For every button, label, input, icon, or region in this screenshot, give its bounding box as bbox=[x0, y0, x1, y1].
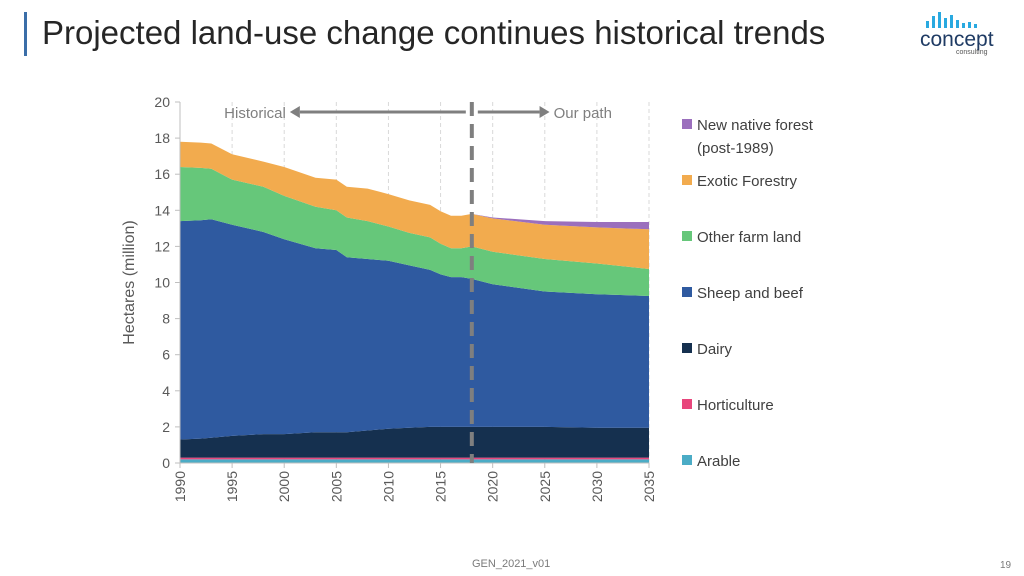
logo-bars-icon bbox=[926, 12, 977, 28]
area-exotic_forestry bbox=[180, 141, 649, 269]
area-sheep_beef bbox=[180, 219, 649, 440]
y-tick-label-20: 20 bbox=[154, 94, 170, 110]
y-tick-label-14: 14 bbox=[154, 202, 170, 218]
legend-swatch-arable bbox=[682, 455, 692, 465]
area-arable bbox=[180, 459, 649, 463]
y-tick-label-10: 10 bbox=[154, 275, 170, 291]
historical-arrow-head-icon bbox=[289, 106, 300, 118]
legend-label-native_forest-line1: New native forest bbox=[697, 117, 814, 134]
chart-legend: New native forest (post-1989) Exotic Fores… bbox=[682, 117, 814, 470]
x-tick-label-2010: 2010 bbox=[380, 471, 396, 502]
area-dairy bbox=[180, 426, 649, 458]
y-tick-label-16: 16 bbox=[154, 166, 170, 182]
x-tick-label-2015: 2015 bbox=[433, 471, 449, 502]
legend-label-dairy: Dairy bbox=[697, 341, 733, 358]
y-tick-label-2: 2 bbox=[162, 419, 170, 435]
y-tick-label-0: 0 bbox=[162, 455, 170, 471]
x-tick-label-2025: 2025 bbox=[537, 471, 553, 502]
annotation-our-path: Our path bbox=[554, 105, 612, 122]
legend-swatch-native_forest bbox=[682, 119, 692, 129]
y-tick-label-8: 8 bbox=[162, 311, 170, 327]
legend-swatch-dairy bbox=[682, 343, 692, 353]
legend-label-horticulture: Horticulture bbox=[697, 397, 774, 414]
logo-subtext: consulting bbox=[956, 49, 988, 56]
x-tick-label-2005: 2005 bbox=[328, 471, 344, 502]
chart-areas bbox=[180, 141, 649, 463]
y-tick-label-12: 12 bbox=[154, 238, 170, 254]
legend-swatch-other_farm bbox=[682, 231, 692, 241]
y-tick-label-18: 18 bbox=[154, 130, 170, 146]
footer-doc-code: GEN_2021_v01 bbox=[472, 558, 551, 570]
y-tick-label-6: 6 bbox=[162, 347, 170, 363]
land-use-chart: 0 2 4 6 8 10 12 14 16 18 20 1990 1995 2000 2005 2010 201… bbox=[121, 94, 814, 502]
y-axis-label: Hectares (million) bbox=[121, 220, 138, 344]
company-logo: concept consulting bbox=[918, 10, 1014, 58]
x-tick-label-1995: 1995 bbox=[224, 471, 240, 502]
x-tick-label-2035: 2035 bbox=[641, 471, 657, 502]
chart-axes: 0 2 4 6 8 10 12 14 16 18 20 1990 1995 2000 2005 2010 201… bbox=[121, 94, 657, 502]
x-tick-label-2030: 2030 bbox=[589, 471, 605, 502]
legend-label-native_forest-line2: (post-1989) bbox=[697, 140, 774, 157]
title-accent-bar bbox=[24, 12, 27, 56]
x-tick-label-1990: 1990 bbox=[172, 471, 188, 502]
logo-wordmark: concept bbox=[920, 28, 994, 51]
annotation-historical: Historical bbox=[224, 105, 286, 122]
legend-swatch-sheep_beef bbox=[682, 287, 692, 297]
legend-label-exotic_forestry: Exotic Forestry bbox=[697, 173, 798, 190]
chart-annotations: Historical Our path bbox=[224, 102, 612, 463]
legend-label-other_farm: Other farm land bbox=[697, 229, 801, 246]
legend-label-arable: Arable bbox=[697, 453, 740, 470]
legend-swatch-horticulture bbox=[682, 399, 692, 409]
x-tick-label-2020: 2020 bbox=[485, 471, 501, 502]
page-number: 19 bbox=[1000, 560, 1012, 571]
area-other_farm bbox=[180, 167, 649, 296]
y-tick-label-4: 4 bbox=[162, 383, 170, 399]
x-tick-label-2000: 2000 bbox=[276, 471, 292, 502]
page-title: Projected land-use change continues hist… bbox=[42, 14, 826, 51]
legend-label-sheep_beef: Sheep and beef bbox=[697, 285, 804, 302]
area-horticulture bbox=[180, 457, 649, 460]
our-path-arrow-head-icon bbox=[539, 106, 550, 118]
legend-swatch-exotic_forestry bbox=[682, 175, 692, 185]
